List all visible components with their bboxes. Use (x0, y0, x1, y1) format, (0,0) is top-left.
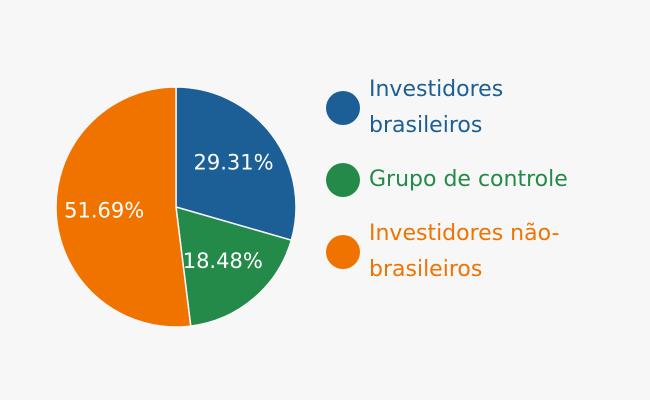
legend: Investidores brasileiros Grupo de control… (326, 72, 626, 306)
slice-label: 18.48% (183, 249, 263, 273)
legend-marker (326, 235, 360, 269)
pie-slice (175, 205, 293, 327)
pie-slice (55, 86, 192, 328)
slice-label: 51.69% (64, 198, 144, 222)
legend-label: Investidores brasileiros (369, 77, 504, 138)
legend-label: Grupo de controle (369, 167, 568, 192)
legend-item: Investidores brasileiros (326, 72, 626, 144)
legend-marker (326, 91, 360, 125)
legend-marker (326, 163, 360, 197)
legend-item: Investidores não-brasileiros (326, 216, 626, 288)
legend-item: Grupo de controle (326, 162, 626, 198)
slice-label: 29.31% (193, 151, 273, 175)
legend-label: Investidores não-brasileiros (369, 221, 560, 282)
pie-slice (175, 86, 297, 242)
